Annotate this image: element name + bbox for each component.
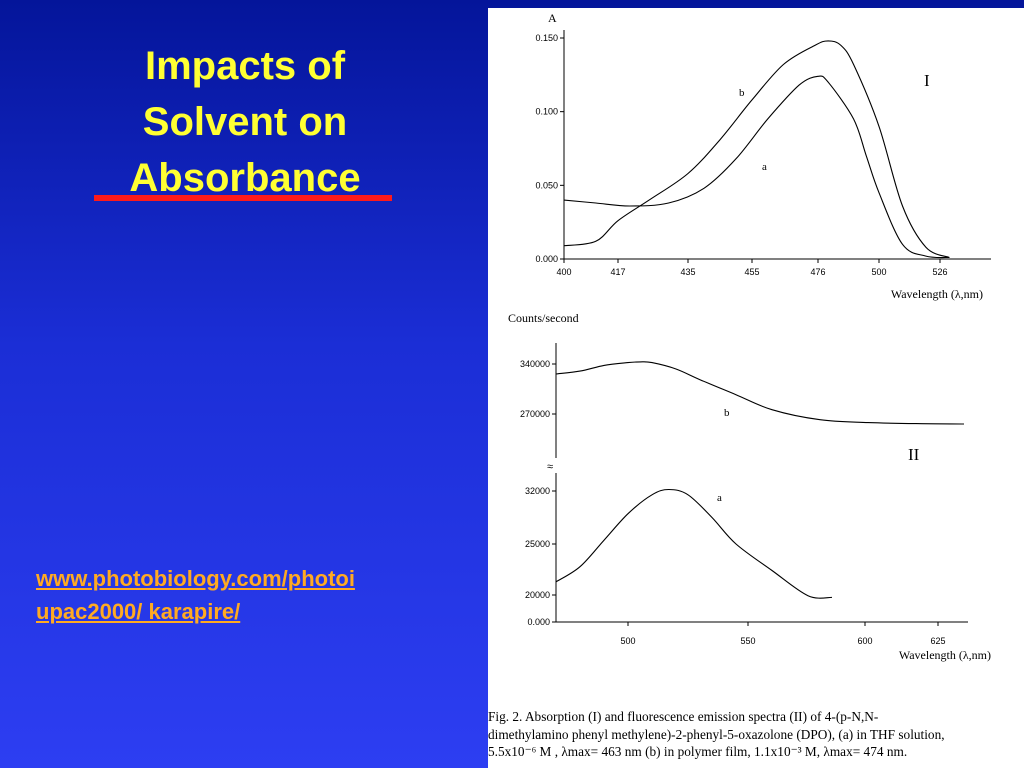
source-link-line[interactable]: www.photobiology.com/photoi bbox=[36, 566, 355, 591]
y-tick-label-I: 0.100 bbox=[535, 107, 558, 117]
title-line: Absorbance bbox=[129, 156, 361, 200]
x-axis-label-II: Wavelength (λ,nm) bbox=[899, 648, 991, 662]
series-label-I-b: b bbox=[739, 87, 745, 99]
axis-break-marker: ≈ bbox=[547, 461, 553, 473]
y-tick-label-II: 270000 bbox=[520, 409, 550, 419]
x-tick-label-I: 400 bbox=[556, 267, 571, 277]
series-line-I-b bbox=[563, 40, 950, 259]
y-axis-label-I: A bbox=[548, 11, 557, 25]
y-axis-label-II: Counts/second bbox=[508, 311, 579, 325]
series-label-II-a: a bbox=[717, 492, 722, 504]
panel-label-I: I bbox=[924, 71, 930, 90]
spectra-figure: A 0.150 0.100 0.050 0.000 400 417 435 455 476 500 5… bbox=[508, 11, 991, 662]
y-tick-label-II: 32000 bbox=[525, 486, 550, 496]
source-link[interactable]: www.photobiology.com/photoi upac2000/ ka… bbox=[36, 562, 456, 628]
x-tick-label-I: 417 bbox=[610, 267, 625, 277]
figure-caption: Fig. 2. Absorption (I) and fluorescence … bbox=[488, 708, 1022, 761]
y-tick-label-I: 0.050 bbox=[535, 180, 558, 190]
panel-label-II: II bbox=[908, 445, 920, 464]
title-line: Solvent on bbox=[142, 100, 348, 144]
y-tick-label-II: 25000 bbox=[525, 539, 550, 549]
x-tick-label-II: 625 bbox=[930, 636, 945, 646]
x-tick-label-II: 550 bbox=[740, 636, 755, 646]
x-tick-label-I: 526 bbox=[932, 267, 947, 277]
figure-panel: A 0.150 0.100 0.050 0.000 400 417 435 455 476 500 5… bbox=[488, 8, 1024, 768]
x-tick-label-I: 435 bbox=[680, 267, 695, 277]
x-tick-label-I: 455 bbox=[744, 267, 759, 277]
source-link-line[interactable]: upac2000/ karapire/ bbox=[36, 599, 241, 624]
x-tick-label-I: 476 bbox=[810, 267, 825, 277]
y-tick-label-I: 0.000 bbox=[535, 254, 558, 264]
title-underline bbox=[94, 195, 392, 201]
y-tick-label-I: 0.150 bbox=[535, 33, 558, 43]
caption-line: Fig. 2. Absorption (I) and fluorescence … bbox=[488, 709, 879, 724]
x-tick-label-II: 600 bbox=[857, 636, 872, 646]
y-tick-label-II: 0.000 bbox=[527, 617, 550, 627]
series-line-II-b bbox=[555, 361, 965, 425]
x-tick-label-I: 500 bbox=[871, 267, 886, 277]
series-line-I-a bbox=[563, 75, 950, 259]
y-tick-label-II: 20000 bbox=[525, 590, 550, 600]
caption-line: 5.5x10⁻⁶ M , λmax= 463 nm (b) in polymer… bbox=[488, 744, 908, 759]
series-label-II-b: b bbox=[724, 407, 730, 419]
title-line: Impacts of bbox=[144, 44, 346, 88]
series-label-I-a: a bbox=[762, 161, 767, 173]
x-tick-label-II: 500 bbox=[620, 636, 635, 646]
x-axis-label-I: Wavelength (λ,nm) bbox=[891, 287, 983, 301]
slide-title: Impacts of Solvent on Absorbance bbox=[80, 38, 410, 206]
caption-line: dimethylamino phenyl methylene)-2-phenyl… bbox=[488, 726, 945, 742]
y-tick-label-II: 340000 bbox=[520, 359, 550, 369]
series-line-II-a bbox=[555, 488, 833, 599]
